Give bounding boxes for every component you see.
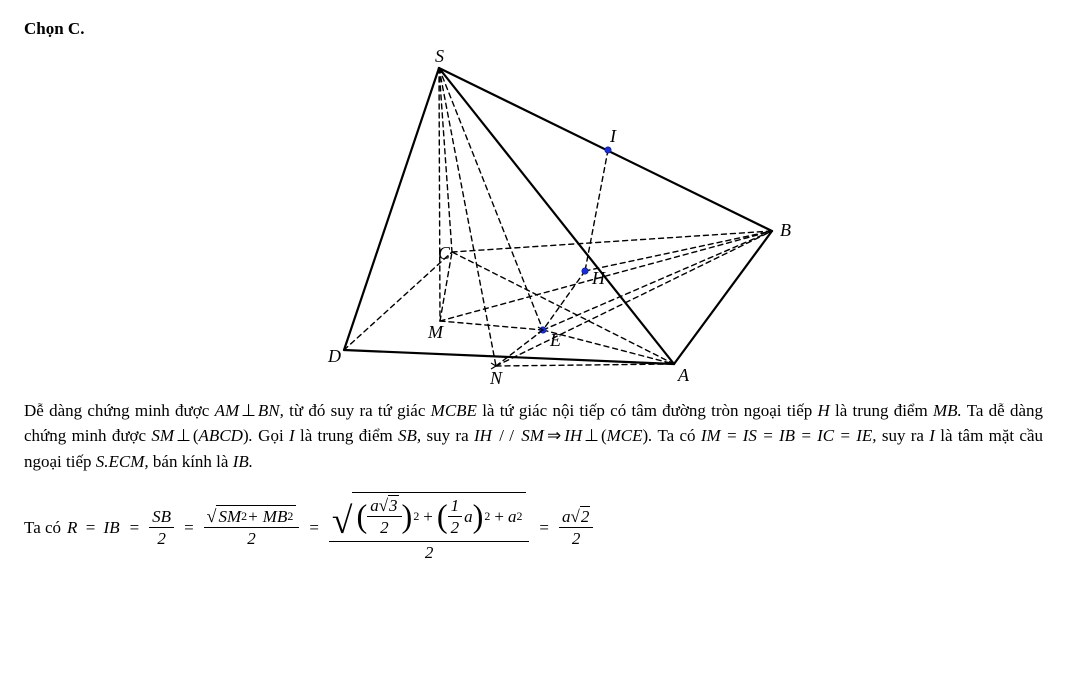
frac-sb-2: SB 2	[149, 506, 174, 550]
expr-equal-chain: IM = IS = IB = IC = IE,	[701, 426, 877, 445]
equals: =	[180, 515, 198, 541]
svg-text:A: A	[677, 365, 690, 385]
text: là trung điểm	[835, 401, 933, 420]
expr-H: H	[818, 401, 830, 420]
svg-text:B: B	[780, 220, 791, 240]
equals: =	[305, 515, 323, 541]
expr-IB: IB.	[233, 452, 253, 471]
geometry-figure: S B A D C M N E H I	[274, 46, 794, 386]
expr-SB: SB,	[398, 426, 421, 445]
text: Gọi	[258, 426, 289, 445]
expr-I: I	[289, 426, 295, 445]
text: suy ra	[427, 426, 474, 445]
frac-asqrt2-2: a√2 2	[559, 506, 593, 550]
text: Dễ dàng chứng minh được	[24, 401, 215, 420]
expr-ih-parallel: IH / / SM⇒IH⊥(MCE).	[474, 426, 653, 445]
equals: =	[535, 515, 553, 541]
expr-am-perp-bn: AM⊥BN,	[215, 401, 284, 420]
svg-text:N: N	[489, 368, 503, 386]
figure-container: S B A D C M N E H I	[24, 46, 1043, 386]
svg-text:E: E	[549, 330, 561, 350]
frac-sqrt-sm-mb: √ SM2 + MB2 2	[204, 505, 300, 550]
equals: =	[126, 515, 144, 541]
solution-paragraph: Dễ dàng chứng minh được AM⊥BN, từ đó suy…	[24, 398, 1043, 475]
expr-SECM: S.ECM,	[96, 452, 149, 471]
answer-header: Chọn C.	[24, 16, 1043, 42]
frac-big-sqrt: √ ( a√3 2 ) 2 + (	[329, 492, 529, 563]
expr-MB: MB.	[933, 401, 962, 420]
text: Ta có	[657, 426, 700, 445]
text-taco: Ta có	[24, 515, 61, 541]
text: là trung điểm	[300, 426, 398, 445]
text: bán kính là	[153, 452, 233, 471]
svg-text:D: D	[327, 346, 341, 366]
text: là tứ giác nội tiếp có tâm đường tròn ng…	[482, 401, 817, 420]
final-equation: Ta có R = IB = SB 2 = √ SM2 + MB2 2 = √ …	[24, 492, 1043, 563]
expr-mcbe: MCBE	[431, 401, 477, 420]
text: suy ra	[882, 426, 929, 445]
expr-sm-perp-abcd: SM⊥(ABCD).	[151, 426, 252, 445]
svg-text:C: C	[438, 243, 451, 263]
text: từ đó suy ra tứ giác	[289, 401, 431, 420]
svg-text:M: M	[427, 322, 444, 342]
r-eq-ib: R = IB	[67, 515, 120, 541]
svg-text:S: S	[435, 46, 444, 66]
svg-text:I: I	[609, 126, 617, 146]
expr-I2: I	[929, 426, 935, 445]
svg-text:H: H	[591, 268, 606, 288]
